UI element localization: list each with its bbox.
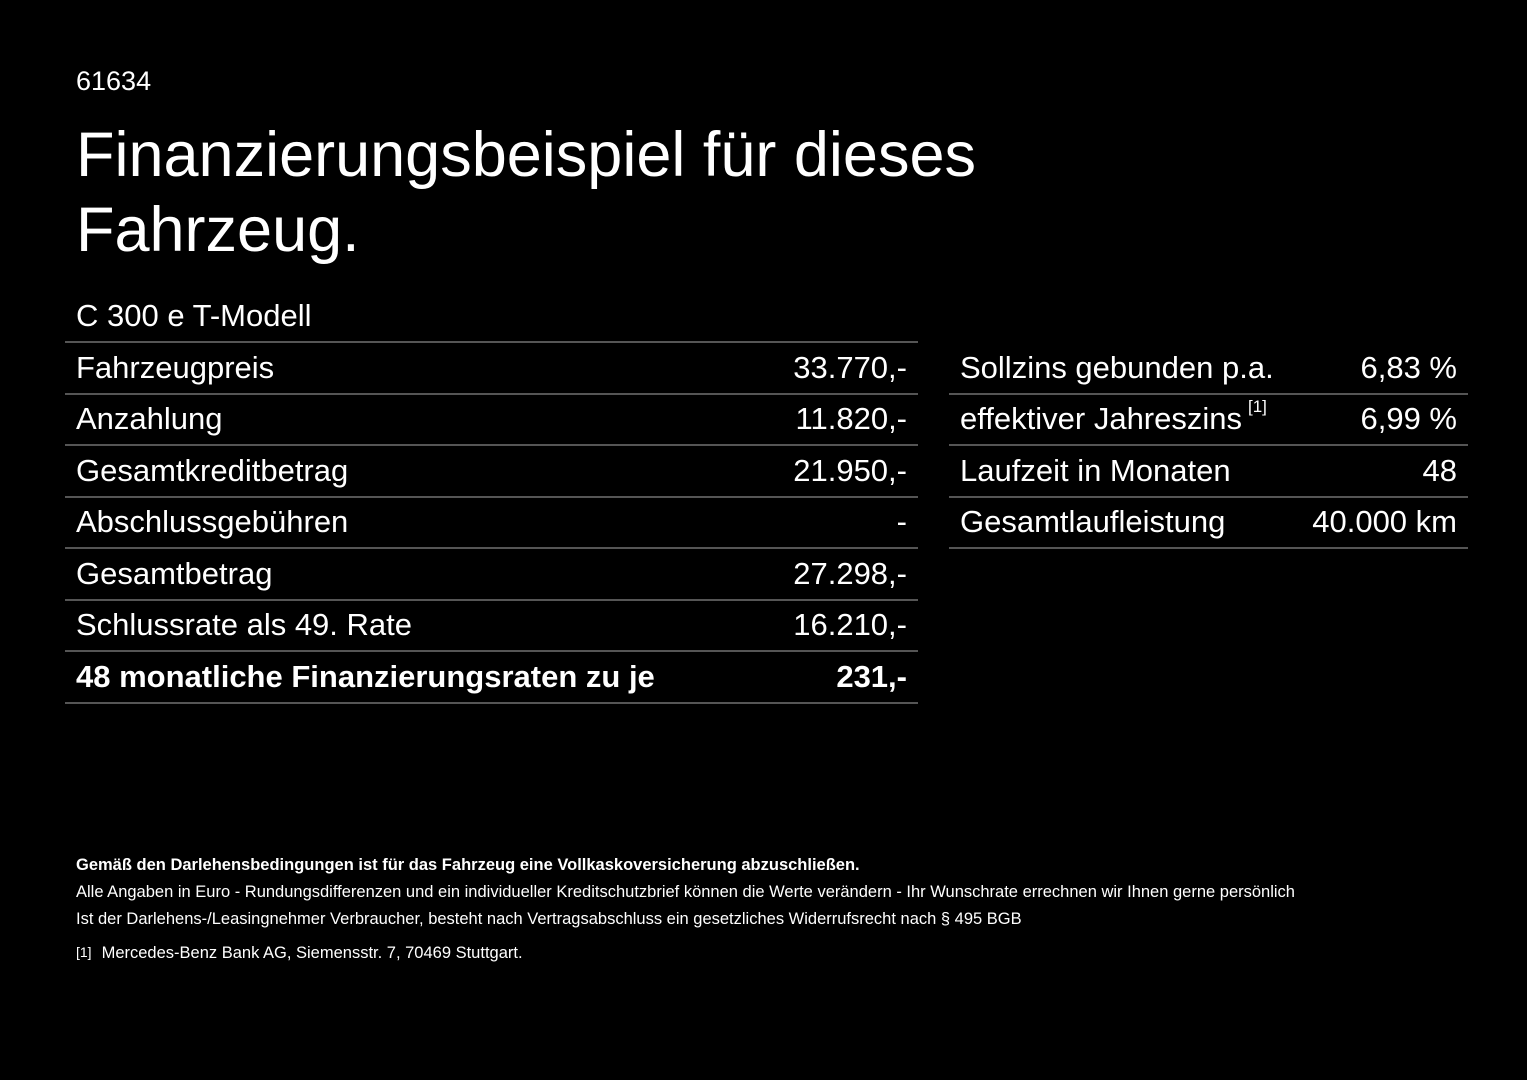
footnote-marker: [1]	[76, 944, 92, 960]
row-value: 11.820,-	[795, 401, 907, 437]
row-value: 21.950,-	[793, 452, 907, 488]
row-value: 40.000 km	[1312, 504, 1457, 540]
row-label: Abschlussgebühren	[76, 504, 349, 540]
footnote-ref: [1]	[1248, 397, 1267, 417]
vehicle-code: 61634	[76, 66, 152, 96]
row-value: 6,99 %	[1360, 401, 1457, 437]
row-label: effektiver Jahreszins	[960, 401, 1242, 437]
footnote-text: Mercedes-Benz Bank AG, Siemensstr. 7, 70…	[101, 944, 523, 962]
monthly-rate-row: 48 monatliche Finanzierungsraten zu je 23…	[65, 652, 918, 704]
row-label: Anzahlung	[76, 401, 223, 437]
table-row: Schlussrate als 49. Rate 16.210,-	[65, 601, 918, 652]
row-value: 6,83 %	[1360, 349, 1457, 385]
footnote: [1] Mercedes-Benz Bank AG, Siemensstr. 7,…	[76, 944, 523, 963]
withdrawal-notice: Ist der Darlehens-/Leasingnehmer Verbrau…	[76, 910, 1022, 928]
row-value: 33.770,-	[793, 349, 907, 385]
table-row: Gesamtkreditbetrag 21.950,-	[65, 446, 918, 498]
row-label: Sollzins gebunden p.a.	[960, 349, 1274, 385]
model-name: C 300 e T-Modell	[76, 298, 312, 333]
table-row: Laufzeit in Monaten 48	[949, 446, 1468, 498]
row-value: 231,-	[836, 658, 907, 694]
row-label: Schlussrate als 49. Rate	[76, 607, 413, 643]
table-row: Fahrzeugpreis 33.770,-	[65, 343, 918, 395]
table-row: Gesamtbetrag 27.298,-	[65, 549, 918, 601]
interest-table: Sollzins gebunden p.a. 6,83 % effektiver …	[949, 343, 1468, 549]
row-value: 16.210,-	[793, 607, 907, 643]
page-title: Finanzierungsbeispiel für dieses Fahrzeu…	[76, 120, 976, 265]
table-row: Abschlussgebühren -	[65, 498, 918, 549]
legal-footer: Gemäß den Darlehensbedingungen ist für d…	[76, 852, 1476, 933]
table-row: Gesamtlaufleistung 40.000 km	[949, 498, 1468, 549]
table-row: Sollzins gebunden p.a. 6,83 %	[949, 343, 1468, 395]
insurance-notice: Gemäß den Darlehensbedingungen ist für d…	[76, 856, 860, 874]
row-value: 27.298,-	[793, 555, 907, 591]
row-label: 48 monatliche Finanzierungsraten zu je	[76, 658, 655, 694]
row-label: Gesamtbetrag	[76, 555, 273, 591]
table-row: effektiver Jahreszins [1] 6,99 %	[949, 395, 1468, 446]
row-value: -	[896, 504, 907, 540]
table-row: Anzahlung 11.820,-	[65, 395, 918, 446]
row-label: Gesamtkreditbetrag	[76, 452, 349, 488]
financing-table: Fahrzeugpreis 33.770,- Anzahlung 11.820,- …	[65, 341, 918, 704]
disclaimer-line: Alle Angaben in Euro - Rundungsdifferenz…	[76, 883, 1295, 901]
row-label: Fahrzeugpreis	[76, 349, 275, 385]
row-value: 48	[1422, 452, 1457, 488]
row-label: Laufzeit in Monaten	[960, 452, 1231, 488]
row-label: Gesamtlaufleistung	[960, 504, 1226, 540]
